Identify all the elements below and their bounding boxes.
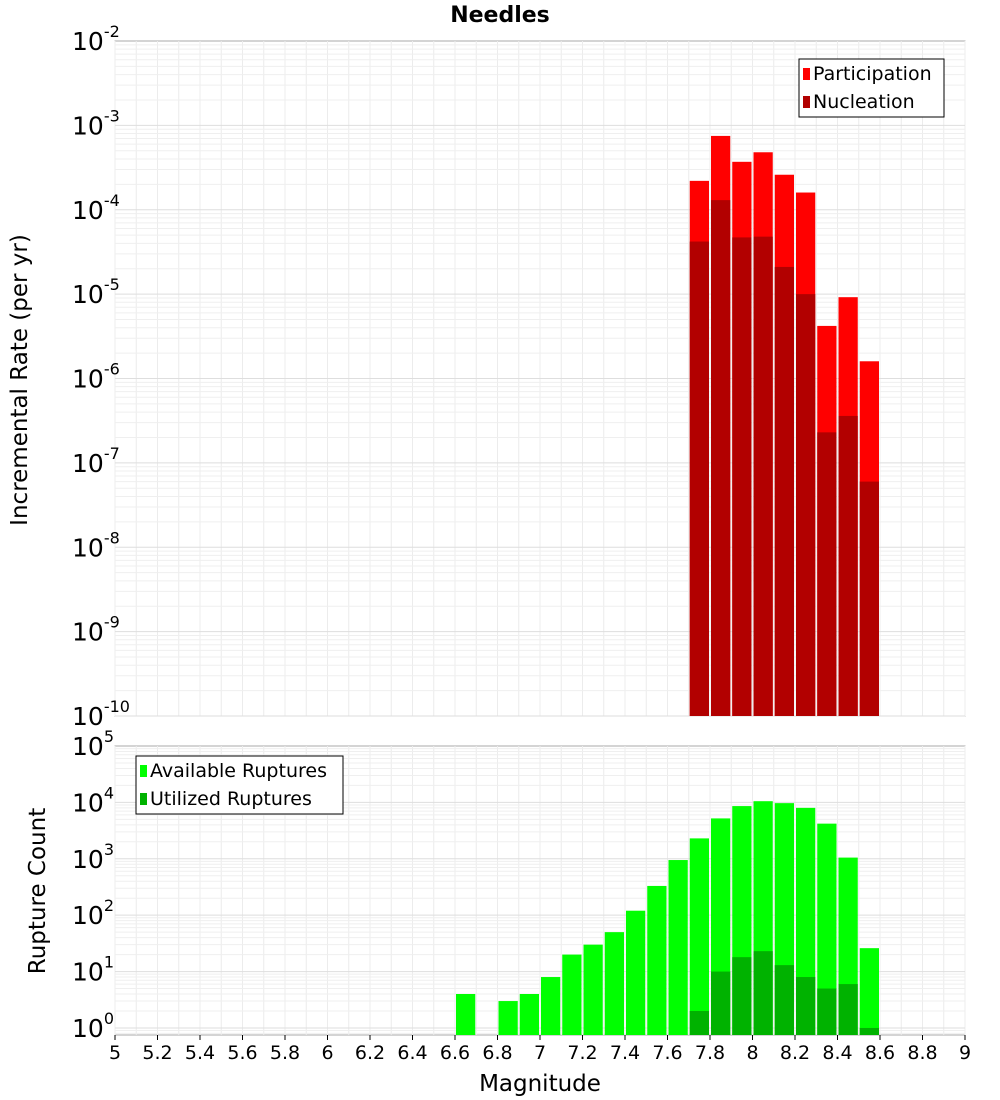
bar-nucleation	[838, 415, 858, 716]
y-tick-label: 10-9	[72, 613, 120, 647]
bar-nucleation	[859, 481, 879, 716]
bottom-y-axis-label: Rupture Count	[25, 808, 51, 974]
bar-utilized-ruptures	[774, 965, 794, 1035]
x-tick-label: 6.2	[355, 1042, 385, 1064]
x-tick-label: 7.8	[695, 1042, 725, 1064]
x-tick-label: 7.2	[567, 1042, 597, 1064]
top-y-axis-label: Incremental Rate (per yr)	[7, 234, 33, 526]
x-tick-label: 5.2	[142, 1042, 172, 1064]
x-tick-label: 6.4	[397, 1042, 427, 1064]
chart-title: Needles	[450, 3, 550, 28]
y-tick-label: 10-6	[72, 360, 120, 394]
y-tick-label: 100	[72, 1009, 114, 1043]
bar-nucleation	[711, 200, 731, 716]
bar-available-ruptures	[859, 948, 879, 1035]
x-tick-label: 7.4	[610, 1042, 640, 1064]
bottom-bars	[456, 801, 879, 1035]
x-tick-label: 9	[959, 1042, 971, 1064]
x-tick-label: 8.2	[780, 1042, 810, 1064]
x-tick-label: 8	[746, 1042, 758, 1064]
legend-label: Nucleation	[813, 91, 915, 113]
bar-utilized-ruptures	[796, 977, 816, 1035]
bar-available-ruptures	[583, 944, 603, 1035]
legend-swatch	[140, 765, 147, 777]
bar-utilized-ruptures	[817, 988, 837, 1035]
top-bars	[689, 135, 879, 717]
legend-label: Utilized Ruptures	[150, 788, 312, 810]
bar-utilized-ruptures	[753, 951, 773, 1035]
y-tick-label: 104	[72, 783, 114, 817]
bar-utilized-ruptures	[838, 984, 858, 1035]
x-tick-label: 7	[534, 1042, 546, 1064]
bar-nucleation	[796, 294, 816, 716]
legend-box	[135, 755, 344, 815]
legend-label: Available Ruptures	[150, 760, 327, 782]
y-tick-label: 102	[72, 896, 114, 930]
top-legend: Participation Nucleation	[798, 58, 945, 118]
bar-available-ruptures	[519, 994, 539, 1035]
x-tick-label: 5.8	[270, 1042, 300, 1064]
x-tick-label: 8.6	[865, 1042, 895, 1064]
bar-utilized-ruptures	[859, 1027, 879, 1035]
bottom-y-ticks: 100 101 102 103 104 105	[72, 727, 114, 1043]
legend-box	[798, 58, 945, 118]
bar-available-ruptures	[541, 977, 561, 1035]
legend-swatch	[803, 96, 810, 108]
bar-nucleation	[689, 241, 709, 717]
x-tick-label: 8.8	[907, 1042, 937, 1064]
x-tick-label: 8.4	[822, 1042, 852, 1064]
y-tick-label: 101	[72, 953, 114, 987]
bar-available-ruptures	[562, 954, 582, 1035]
x-tick-label: 5.4	[185, 1042, 215, 1064]
bar-available-ruptures	[668, 860, 688, 1035]
legend-swatch	[803, 68, 810, 80]
bar-utilized-ruptures	[732, 957, 752, 1035]
y-tick-label: 103	[72, 840, 114, 874]
legend-label: Participation	[813, 63, 932, 85]
x-tick-label: 7.6	[652, 1042, 682, 1064]
x-axis-label: Magnitude	[479, 1071, 601, 1097]
bar-nucleation	[817, 432, 837, 716]
bar-available-ruptures	[456, 994, 476, 1035]
y-tick-label: 10-4	[72, 191, 120, 225]
x-tick-label: 6	[321, 1042, 333, 1064]
y-tick-label: 10-8	[72, 528, 120, 562]
bar-available-ruptures	[647, 885, 667, 1035]
y-tick-label: 10-3	[72, 106, 120, 140]
x-tick-label: 5.6	[227, 1042, 257, 1064]
legend-swatch	[140, 793, 147, 805]
y-tick-label: 105	[72, 727, 114, 761]
bar-available-ruptures	[604, 932, 624, 1035]
x-tick-label: 6.8	[482, 1042, 512, 1064]
y-tick-label: 10-2	[72, 22, 120, 56]
top-grid	[114, 41, 966, 717]
x-tick-label: 5	[109, 1042, 121, 1064]
bar-nucleation	[774, 266, 794, 716]
bar-available-ruptures	[689, 838, 709, 1035]
bar-available-ruptures	[817, 823, 837, 1035]
bar-utilized-ruptures	[689, 1010, 709, 1035]
y-tick-label: 10-7	[72, 444, 120, 478]
y-tick-label: 10-10	[72, 697, 130, 731]
bar-available-ruptures	[626, 910, 646, 1035]
bar-nucleation	[732, 237, 752, 716]
bottom-legend: Available Ruptures Utilized Ruptures	[135, 755, 344, 815]
bar-utilized-ruptures	[711, 971, 731, 1035]
bar-nucleation	[753, 236, 773, 716]
x-ticks: 5 5.2 5.4 5.6 5.8 6 6.2 6.4 6.6 6.8 7 7.2 7.4 7.6 7.8 8…	[109, 1035, 971, 1064]
bar-available-ruptures	[498, 1001, 518, 1035]
x-tick-label: 6.6	[440, 1042, 470, 1064]
y-tick-label: 10-5	[72, 275, 120, 309]
